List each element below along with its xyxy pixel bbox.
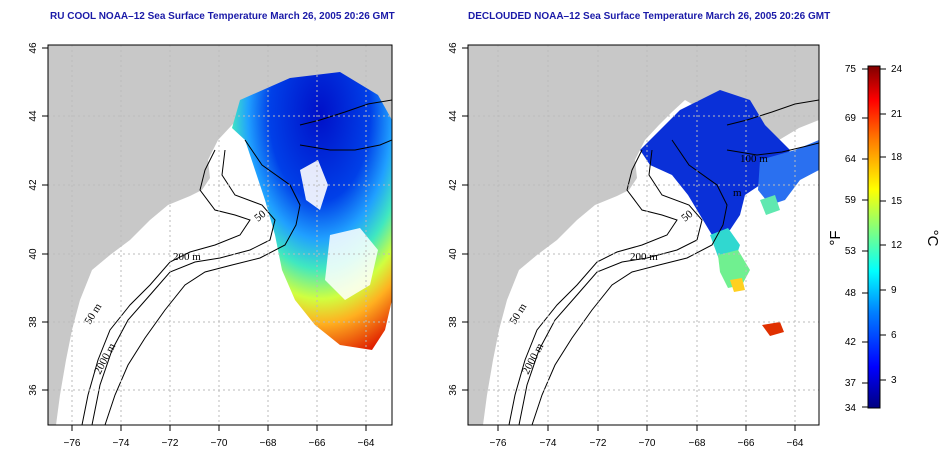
celsius-tick: 6 <box>891 330 897 341</box>
right-map-panel: 200 m 50 m 2000 m 50 100 m m −76 −74 −72… <box>448 42 820 449</box>
map-frame <box>467 44 820 426</box>
lon-tick-label: −70 <box>211 438 228 449</box>
contour-shelf-break <box>299 139 392 151</box>
lon-tick-label: −76 <box>490 438 507 449</box>
grid-lines <box>48 45 392 425</box>
contour-label-200m: 200 m <box>630 251 658 263</box>
y-axis-ticks: 36 38 40 42 44 46 <box>28 42 48 396</box>
lon-tick-label: −76 <box>64 438 81 449</box>
celsius-tick: 9 <box>891 285 897 296</box>
lat-tick-label: 44 <box>448 110 459 122</box>
fahrenheit-unit-label: °F <box>827 230 844 245</box>
fahrenheit-tick: 64 <box>845 154 857 165</box>
lat-tick-label: 42 <box>448 179 459 191</box>
cloud-edge <box>325 228 378 300</box>
colorbar-gradient <box>867 65 881 409</box>
x-axis-ticks: −76 −74 −72 −70 −68 −66 −64 <box>490 425 804 449</box>
x-axis-ticks: −76 −74 −72 −70 −68 −66 −64 <box>64 425 375 449</box>
fahrenheit-tick: 75 <box>845 64 857 75</box>
fahrenheit-tick: 42 <box>845 337 857 348</box>
contour-label-200m: 200 m <box>173 251 201 263</box>
fahrenheit-tick: 59 <box>845 195 857 206</box>
celsius-tick: 18 <box>891 152 903 163</box>
lat-tick-label: 40 <box>28 248 39 260</box>
celsius-tick: 15 <box>891 196 903 207</box>
lat-tick-label: 36 <box>448 384 459 396</box>
lat-tick-label: 40 <box>448 248 459 260</box>
celsius-tick: 12 <box>891 240 903 251</box>
lon-tick-label: −64 <box>358 438 375 449</box>
contour-shelf-break <box>726 142 819 156</box>
celsius-tick: 3 <box>891 375 897 386</box>
lat-tick-label: 44 <box>28 110 39 122</box>
contour-2000m <box>531 139 728 425</box>
land-mass <box>468 45 819 425</box>
land-mass <box>48 45 392 425</box>
left-map-panel: 200 m 50 m 2000 m 50 −76 −74 −72 −70 −68… <box>28 42 393 449</box>
contour-2000m <box>104 139 301 425</box>
lon-tick-label: −72 <box>162 438 179 449</box>
sst-red-spot <box>762 322 784 336</box>
celsius-unit-label: °C <box>924 230 941 247</box>
grid-lines <box>468 45 819 425</box>
lat-tick-label: 46 <box>448 42 459 54</box>
lon-tick-label: −70 <box>639 438 656 449</box>
contour-label-m: m <box>733 187 742 199</box>
lat-tick-label: 42 <box>28 179 39 191</box>
contour-200m <box>518 149 703 425</box>
lon-tick-label: −68 <box>260 438 277 449</box>
contour-50m <box>81 149 251 425</box>
contour-gulf-of-maine <box>726 99 819 126</box>
contour-200m <box>91 149 276 425</box>
fahrenheit-tick: 69 <box>845 113 857 124</box>
celsius-tick: 21 <box>891 109 903 120</box>
lon-tick-label: −68 <box>689 438 706 449</box>
right-map-title: DECLOUDED NOAA–12 Sea Surface Temperatur… <box>468 11 831 22</box>
left-map-title: RU COOL NOAA–12 Sea Surface Temperature … <box>50 11 395 22</box>
fahrenheit-tick: 48 <box>845 288 857 299</box>
lat-tick-label: 46 <box>28 42 39 54</box>
sst-small-patch <box>760 195 780 215</box>
map-frame <box>47 44 393 426</box>
sst-yellow-spot <box>730 278 745 292</box>
sst-cold-core <box>640 90 790 235</box>
colorbar: 75 69 64 59 53 48 42 37 34 24 21 18 15 1… <box>827 64 941 414</box>
contour-gulf-of-maine <box>299 99 392 126</box>
sst-blue-patch <box>758 140 819 205</box>
fahrenheit-tick: 53 <box>845 246 857 257</box>
contour-50m <box>508 149 678 425</box>
lon-tick-label: −74 <box>540 438 557 449</box>
lat-tick-label: 36 <box>28 384 39 396</box>
lon-tick-label: −66 <box>738 438 755 449</box>
celsius-tick: 24 <box>891 64 903 75</box>
lat-tick-label: 38 <box>28 316 39 328</box>
lon-tick-label: −72 <box>590 438 607 449</box>
lat-tick-label: 38 <box>448 316 459 328</box>
fahrenheit-tick: 37 <box>845 378 857 389</box>
lon-tick-label: −64 <box>787 438 804 449</box>
y-axis-ticks: 36 38 40 42 44 46 <box>448 42 468 396</box>
lon-tick-label: −74 <box>113 438 130 449</box>
contour-label-100m: 100 m <box>740 153 768 165</box>
fahrenheit-tick: 34 <box>845 403 857 414</box>
lon-tick-label: −66 <box>309 438 326 449</box>
